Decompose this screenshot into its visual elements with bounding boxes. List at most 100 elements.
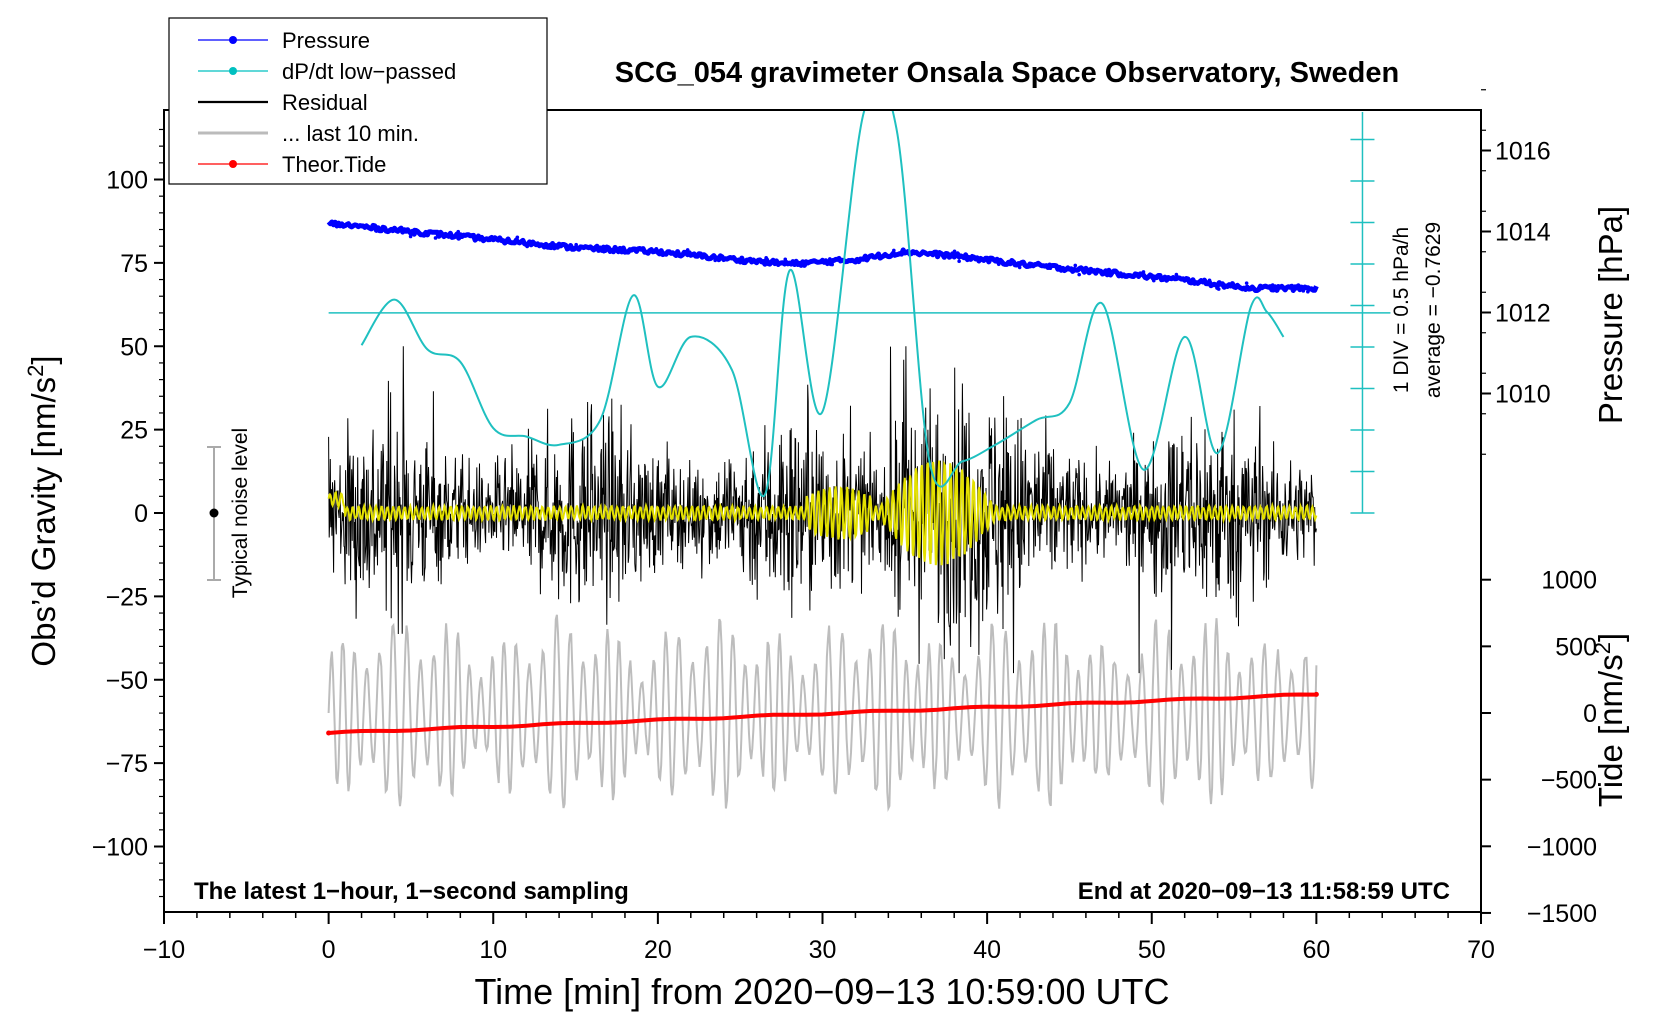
tide-tick-label: −1500 bbox=[1527, 900, 1597, 928]
y-tick-label: 100 bbox=[106, 167, 148, 195]
tide-tick-label: −1000 bbox=[1527, 833, 1597, 861]
x-tick-label: 50 bbox=[1138, 936, 1166, 964]
legend-marker bbox=[229, 67, 237, 75]
pressure-point bbox=[400, 229, 404, 234]
pressure-point bbox=[892, 248, 896, 253]
pressure-point bbox=[488, 238, 492, 243]
pressure-tick-label: 1014 bbox=[1495, 219, 1551, 247]
y-tick-label: −75 bbox=[106, 750, 148, 778]
legend: Pressure dP/dt low−passed Residual ... last… bbox=[168, 17, 548, 185]
pressure-point bbox=[1207, 278, 1212, 283]
tide-tick-label: 1000 bbox=[1541, 567, 1597, 595]
legend-label: ... last 10 min. bbox=[282, 121, 419, 146]
pressure-point bbox=[776, 263, 781, 267]
y-tick-label: 0 bbox=[134, 500, 148, 528]
legend-label: dP/dt low−passed bbox=[282, 59, 456, 84]
y-tick-label: −50 bbox=[106, 667, 148, 695]
pressure-point bbox=[565, 247, 569, 252]
pressure-point bbox=[1073, 263, 1078, 268]
pressure-point bbox=[1301, 289, 1306, 293]
pressure-point bbox=[460, 233, 465, 237]
tide-series bbox=[326, 691, 1319, 736]
x-tick-label: 70 bbox=[1467, 936, 1495, 964]
pressure-point bbox=[828, 257, 832, 261]
pressure-point bbox=[819, 260, 823, 264]
pressure-point bbox=[1141, 270, 1146, 274]
pressure-point bbox=[574, 242, 578, 247]
pressure-point bbox=[426, 231, 431, 236]
noise-marker-label: Typical noise level bbox=[229, 428, 252, 598]
pressure-point bbox=[521, 239, 526, 244]
pressure-point bbox=[1151, 278, 1156, 283]
pressure-point bbox=[1077, 272, 1081, 277]
pressure-point bbox=[1207, 282, 1211, 286]
pressure-point bbox=[716, 257, 721, 262]
pressure-point bbox=[408, 234, 413, 239]
x-tick-label: 10 bbox=[479, 936, 507, 964]
pressure-point bbox=[1174, 272, 1179, 277]
y-axis-label-tide: Tide [nm/s2] bbox=[1590, 633, 1630, 807]
pressure-point bbox=[1299, 285, 1303, 289]
pressure-point bbox=[753, 258, 757, 263]
tide-tick-label: −500 bbox=[1541, 767, 1597, 795]
pressure-point bbox=[957, 259, 961, 264]
pressure-point bbox=[797, 261, 801, 265]
pressure-tick-label: 1012 bbox=[1495, 300, 1551, 328]
filtered-series bbox=[327, 460, 1318, 566]
x-tick-label: −10 bbox=[143, 936, 185, 964]
dpdt-scale-label: 1 DIV = 0.5 hPa/h bbox=[1390, 227, 1413, 393]
y-tick-label: 25 bbox=[120, 417, 148, 445]
pressure-point bbox=[764, 256, 768, 260]
pressure-line bbox=[326, 219, 1319, 293]
filtered-line bbox=[327, 460, 1318, 566]
legend-label: Theor.Tide bbox=[282, 152, 386, 177]
y-tick-label: −25 bbox=[106, 583, 148, 611]
legend-marker bbox=[229, 36, 237, 44]
last10-line bbox=[327, 614, 1318, 812]
pressure-tick-label: 1016 bbox=[1495, 138, 1551, 166]
pressure-point bbox=[830, 262, 835, 267]
legend-marker bbox=[229, 160, 237, 168]
pressure-point bbox=[1062, 269, 1067, 273]
x-tick-label: 0 bbox=[322, 936, 336, 964]
pressure-point bbox=[456, 229, 461, 234]
x-tick-label: 20 bbox=[644, 936, 672, 964]
x-axis-label: Time [min] from 2020−09−13 10:59:00 UTC bbox=[474, 971, 1169, 1012]
dpdt-line bbox=[360, 110, 1285, 498]
pressure-point bbox=[713, 258, 717, 263]
y-tick-label: 50 bbox=[120, 333, 148, 361]
pressure-point bbox=[547, 242, 552, 247]
pressure-point bbox=[654, 246, 659, 251]
pressure-point bbox=[1012, 259, 1016, 264]
pressure-series bbox=[326, 219, 1319, 294]
pressure-point bbox=[525, 244, 529, 249]
x-tick-label: 60 bbox=[1302, 936, 1330, 964]
pressure-point bbox=[1306, 289, 1310, 294]
tide-line bbox=[328, 692, 1317, 735]
tide-point bbox=[1313, 691, 1319, 697]
legend-items: Pressure dP/dt low−passed Residual ... last… bbox=[198, 28, 456, 177]
pressure-point bbox=[734, 258, 739, 262]
annotation-right: End at 2020−09−13 11:58:59 UTC bbox=[1078, 878, 1450, 905]
pressure-point bbox=[412, 227, 417, 232]
pressure-point bbox=[1028, 264, 1033, 269]
pressure-point bbox=[1244, 281, 1249, 285]
pressure-point bbox=[575, 245, 580, 250]
axes: −10 0 10 20 30 40 50 60 70−100−75−50−25025507510… bbox=[92, 89, 1597, 964]
legend-label: Pressure bbox=[282, 28, 370, 53]
y-axis-label-gravity: Obs’d Gravity [nm/s2] bbox=[23, 355, 63, 666]
pressure-point bbox=[952, 249, 957, 254]
pressure-point bbox=[1216, 287, 1221, 291]
x-tick-label: 40 bbox=[973, 936, 1001, 964]
residual-line bbox=[328, 346, 1317, 674]
pressure-point bbox=[783, 257, 788, 262]
noise-marker bbox=[207, 446, 221, 581]
pressure-point bbox=[1270, 283, 1275, 287]
pressure-point bbox=[996, 262, 1001, 267]
y-tick-label: −100 bbox=[92, 834, 148, 862]
tide-tick-label: 500 bbox=[1555, 633, 1597, 661]
tide-point bbox=[326, 730, 332, 736]
y-tick-label: 75 bbox=[120, 250, 148, 278]
legend-label: Residual bbox=[282, 90, 368, 115]
